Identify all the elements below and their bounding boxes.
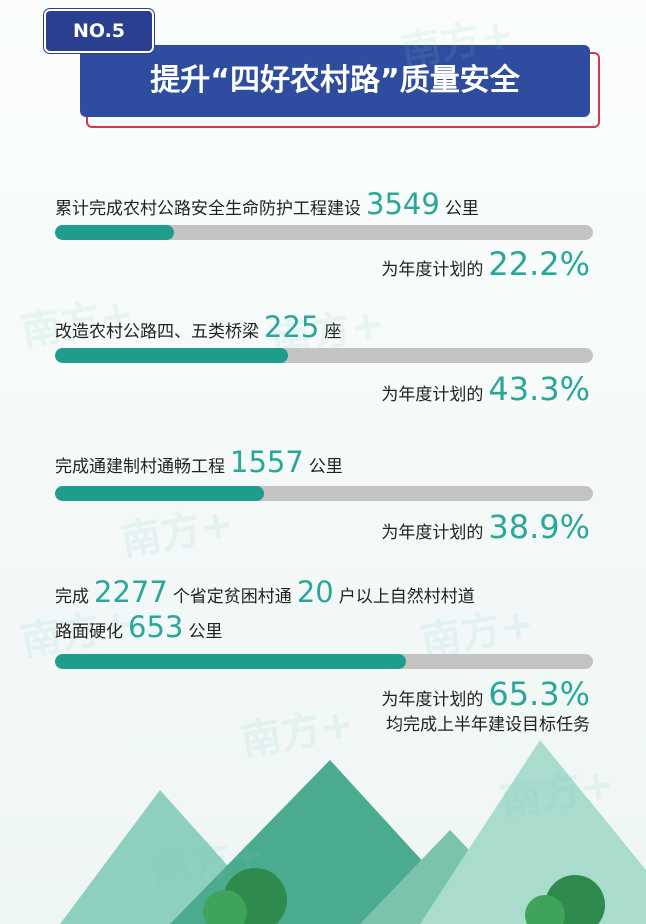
percent-value: 43.3% (488, 370, 590, 408)
text: 公里 (308, 457, 343, 477)
text: 完成通建制村通畅工程 (55, 457, 225, 477)
text: 座 (324, 322, 342, 342)
mountains (60, 740, 646, 924)
text: 路面硬化 (55, 622, 123, 642)
highlight-number: 653 (128, 610, 184, 644)
percent-value: 38.9% (488, 508, 590, 546)
progress-fill (55, 348, 288, 363)
highlight-number: 3549 (366, 187, 440, 221)
watermark: 南方+ (117, 500, 238, 566)
text: 户以上自然村村道 (338, 587, 475, 607)
highlight-number: 2277 (94, 575, 168, 609)
progress-track (55, 654, 593, 669)
percent-line: 为年度计划的 22.2% (381, 245, 590, 283)
progress-fill (55, 486, 265, 501)
badge: NO.5 (44, 9, 154, 53)
highlight-number: 20 (296, 575, 334, 609)
text: 改造农村公路四、五类桥梁 (55, 322, 259, 342)
text: 个省定贫困村通 (172, 587, 292, 607)
plan-label: 为年度计划的 (381, 385, 484, 405)
percent-value: 22.2% (488, 245, 590, 283)
note: 均完成上半年建设目标任务 (386, 715, 590, 735)
text: 完成 (55, 587, 89, 607)
progress-track (55, 486, 593, 501)
percent-line: 为年度计划的 38.9% (381, 508, 590, 546)
plan-label: 为年度计划的 (381, 690, 484, 710)
text: 公里 (444, 199, 479, 219)
progress-fill (55, 654, 407, 669)
item-text: 路面硬化 653 公里 (55, 610, 222, 644)
item-text: 累计完成农村公路安全生命防护工程建设 3549 公里 (55, 187, 479, 221)
progress-track (55, 348, 593, 363)
title-banner (80, 45, 590, 117)
plan-label: 为年度计划的 (381, 260, 484, 280)
text: 公里 (188, 622, 223, 642)
text: 累计完成农村公路安全生命防护工程建设 (55, 199, 361, 219)
progress-fill (55, 225, 175, 240)
item-text: 改造农村公路四、五类桥梁 225 座 (55, 310, 341, 344)
highlight-number: 1557 (230, 445, 304, 479)
title: 提升“四好农村路”质量安全 (150, 63, 520, 98)
item-text: 完成通建制村通畅工程 1557 公里 (55, 445, 343, 479)
percent-line: 为年度计划的 65.3% (381, 675, 590, 713)
highlight-number: 225 (264, 310, 320, 344)
percent-value: 65.3% (488, 675, 590, 713)
progress-track (55, 225, 593, 240)
item-text: 完成 2277 个省定贫困村通 20 户以上自然村村道 (55, 575, 475, 609)
plan-label: 为年度计划的 (381, 523, 484, 543)
percent-line: 为年度计划的 43.3% (381, 370, 590, 408)
